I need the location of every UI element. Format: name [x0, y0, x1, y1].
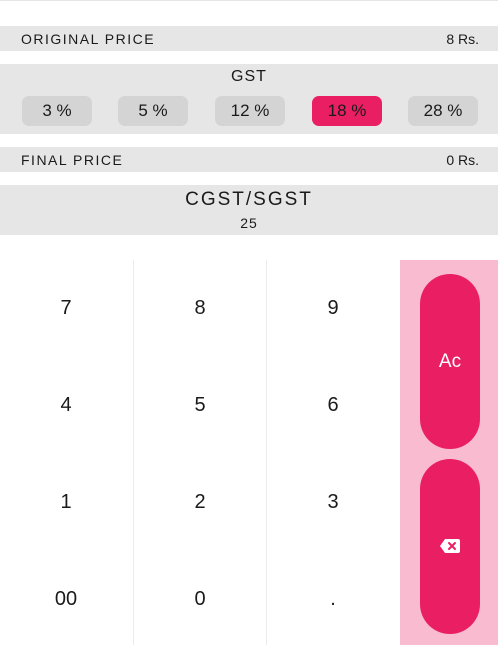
key-decimal[interactable]: . — [267, 551, 399, 645]
final-price-label: FINAL PRICE — [21, 152, 123, 168]
key-1[interactable]: 1 — [0, 454, 132, 551]
key-00[interactable]: 00 — [0, 551, 132, 645]
cgst-sgst-value: 25 — [0, 215, 498, 231]
backspace-icon — [440, 539, 460, 553]
original-price-bar: ORIGINAL PRICE 8 Rs. — [0, 26, 498, 51]
gst-rate-panel: GST 3 % 5 % 12 % 18 % 28 % — [0, 64, 498, 134]
key-6[interactable]: 6 — [267, 357, 399, 454]
original-price-label: ORIGINAL PRICE — [21, 31, 155, 47]
key-9[interactable]: 9 — [267, 260, 399, 357]
cgst-sgst-panel: CGST/SGST 25 — [0, 185, 498, 235]
key-0[interactable]: 0 — [134, 551, 266, 645]
numeric-keypad: 7 8 9 4 5 6 1 2 3 00 0 . — [0, 260, 400, 645]
key-4[interactable]: 4 — [0, 357, 132, 454]
action-panel: Ac — [400, 260, 498, 645]
cgst-sgst-title: CGST/SGST — [0, 189, 498, 211]
final-price-bar: FINAL PRICE 0 Rs. — [0, 147, 498, 172]
backspace-button[interactable] — [420, 459, 480, 634]
rate-button-18[interactable]: 18 % — [312, 96, 382, 126]
rate-button-12[interactable]: 12 % — [215, 96, 285, 126]
key-8[interactable]: 8 — [134, 260, 266, 357]
rate-button-3[interactable]: 3 % — [22, 96, 92, 126]
key-5[interactable]: 5 — [134, 357, 266, 454]
key-2[interactable]: 2 — [134, 454, 266, 551]
rate-button-28[interactable]: 28 % — [408, 96, 478, 126]
key-3[interactable]: 3 — [267, 454, 399, 551]
key-7[interactable]: 7 — [0, 260, 132, 357]
rate-button-5[interactable]: 5 % — [118, 96, 188, 126]
top-divider — [0, 0, 498, 1]
clear-button[interactable]: Ac — [420, 274, 480, 449]
gst-title: GST — [0, 68, 498, 86]
final-price-value: 0 Rs. — [446, 152, 479, 168]
original-price-value: 8 Rs. — [446, 31, 479, 47]
